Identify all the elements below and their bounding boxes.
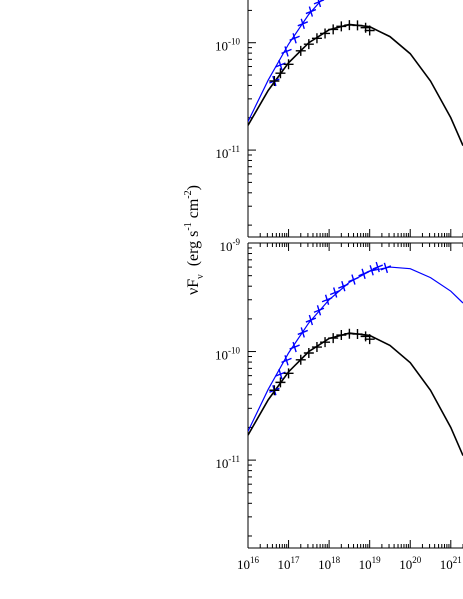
data-point (275, 68, 286, 79)
data-point (364, 334, 375, 345)
data-point (297, 18, 309, 30)
plot-area (248, 0, 463, 146)
y-tick-label: 10-9 (220, 237, 241, 254)
y-axis-label: νFν (erg s-1 cm-2) (183, 185, 206, 295)
data-point (289, 33, 300, 44)
x-tick-label: 1021 (440, 555, 462, 572)
data-point (269, 75, 280, 86)
data-point (336, 21, 347, 32)
x-tick-label: 1017 (278, 555, 301, 572)
y-tick-label: 10-10 (215, 346, 240, 363)
y-label-part: cm (185, 198, 202, 222)
data-point (311, 33, 322, 44)
data-point (364, 25, 375, 36)
data-point (352, 329, 363, 340)
data-point (275, 377, 286, 388)
y-tick-label: 10-11 (215, 144, 240, 161)
data-point (283, 59, 294, 70)
data-point (297, 327, 309, 338)
data-point (289, 341, 300, 353)
y-label-part: (erg s (185, 231, 202, 267)
data-point (313, 305, 325, 316)
data-point (380, 262, 392, 274)
x-tick-label: 1018 (318, 555, 341, 572)
x-tick-label: 1020 (399, 555, 422, 572)
y-tick-label: 10-10 (215, 37, 240, 54)
data-point (281, 355, 292, 366)
y-label-part: -2 (183, 190, 194, 198)
x-tick-label: 1019 (359, 555, 382, 572)
data-point (321, 294, 333, 305)
y-tick-label: 10-11 (215, 454, 240, 471)
data-point (281, 46, 292, 57)
data-point (358, 268, 369, 280)
data-point (305, 6, 317, 17)
y-label-part: ) (185, 185, 202, 190)
data-point (295, 45, 306, 56)
data-point (328, 24, 339, 35)
model-curve (248, 0, 323, 122)
data-point (348, 274, 359, 285)
y-label-part: νF (185, 279, 202, 295)
data-point (320, 337, 331, 348)
data-point (313, 0, 325, 8)
data-point (295, 354, 306, 365)
model-curve (248, 332, 463, 456)
data-point (372, 261, 383, 273)
data-point (303, 347, 314, 358)
data-point (305, 314, 317, 326)
data-point (269, 385, 280, 396)
model-curve (248, 23, 463, 146)
data-point (366, 265, 377, 276)
data-point (328, 333, 339, 344)
data-point (320, 28, 331, 39)
data-point (352, 20, 363, 31)
data-point (283, 368, 294, 379)
y-label-part: -1 (183, 222, 194, 230)
data-point (329, 287, 341, 298)
x-tick-label: 1016 (237, 555, 260, 572)
y-label-part: ν (195, 274, 206, 279)
data-point (303, 39, 314, 50)
data-point (311, 342, 322, 353)
model-curve (248, 266, 463, 432)
data-point (338, 280, 349, 292)
data-point (336, 330, 347, 341)
plot-area (248, 261, 463, 456)
